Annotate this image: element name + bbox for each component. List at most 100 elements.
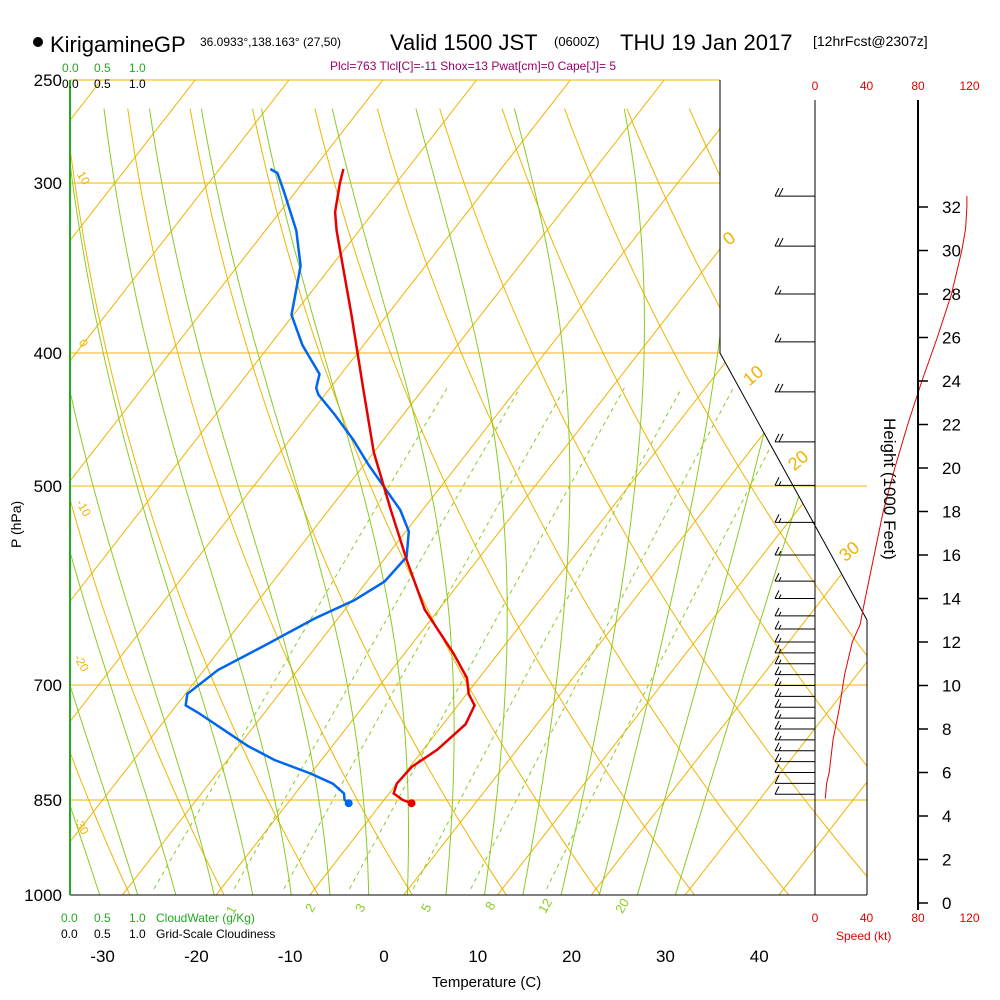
wind-barb [774, 572, 815, 582]
wind-barb [774, 633, 815, 643]
pressure-tick-400: 400 [34, 344, 62, 363]
height-tick-24: 24 [942, 372, 961, 391]
header: KirigamineGP 36.0933°,138.163° (27,50) V… [33, 30, 928, 73]
speed-tick-top-0: 0 [812, 79, 819, 93]
site-marker-icon [33, 37, 43, 47]
wind-barb [774, 666, 815, 676]
height-tick-8: 8 [942, 720, 951, 739]
isotherm-line [70, 80, 384, 895]
wind-barb [774, 764, 815, 773]
dry-adiabat-line [70, 108, 141, 895]
height-tick-32: 32 [942, 198, 961, 217]
valid-time: Valid 1500 JST [390, 30, 538, 55]
isotherm-line [0, 80, 8, 895]
isotherm-line [590, 80, 867, 895]
speed-tick-top-40: 40 [860, 79, 874, 93]
isotherm-line [70, 80, 196, 895]
isotherm-line [70, 80, 290, 895]
speed-tick-bottom-0: 0 [812, 911, 819, 925]
dry-adiabat-line [314, 108, 711, 895]
indices-line: Plcl=763 Tlcl[C]=-11 Shox=13 Pwat[cm]=0 … [330, 59, 616, 73]
cloudiness-bottom-1: 0.5 [94, 927, 111, 941]
pressure-tick-1000: 1000 [24, 886, 62, 905]
dewpoint-line [184, 167, 411, 805]
height-tick-28: 28 [942, 285, 961, 304]
pressure-tick-300: 300 [34, 174, 62, 193]
wind-speed-line [824, 196, 968, 799]
cloudwater-bottom-0: 0.0 [61, 911, 78, 925]
site-name: KirigamineGP [50, 32, 186, 57]
isotherm-line [70, 80, 477, 895]
speed-tick-bottom-80: 80 [911, 911, 925, 925]
speed-axis-label: Speed (kt) [836, 929, 891, 943]
adiabat-grid [0, 80, 867, 895]
wind-barb [774, 477, 815, 486]
dry-adiabat-line [813, 108, 867, 895]
height-axis-label: Height (1000 Feet) [880, 418, 899, 560]
wind-barb [774, 699, 815, 708]
cloudiness-label: Grid-Scale Cloudiness [156, 927, 275, 941]
wind-barb [774, 742, 815, 752]
cloudiness-top-1: 0.5 [94, 77, 111, 91]
wind-barbs [774, 187, 815, 795]
wind-barb [774, 677, 815, 686]
wind-barb [774, 187, 815, 197]
wind-barb [774, 720, 815, 730]
height-tick-12: 12 [942, 633, 961, 652]
temperature-ticks: -30 -20 -10 0 10 20 30 40 [90, 947, 768, 966]
wind-barb [774, 644, 815, 654]
zulu-time: (0600Z) [554, 34, 600, 49]
mixing-ratio-line [233, 387, 521, 890]
moist-adiabat-label: 2 [302, 901, 319, 915]
speed-tick-bottom-40: 40 [860, 911, 874, 925]
dry-adiabat-line [189, 108, 521, 895]
height-tick-2: 2 [942, 851, 951, 870]
temp-tick--20: -20 [184, 947, 209, 966]
isotherm-line [684, 80, 867, 895]
forecast-info: [12hrFcst@2307z] [813, 33, 928, 49]
moist-adiabat-line [70, 248, 145, 895]
wind-barb [774, 655, 815, 665]
plot-frame [69, 80, 868, 896]
dry-adiabat-label: 0 [719, 228, 740, 250]
moist-adiabat-line [70, 212, 182, 895]
wind-barb [774, 333, 815, 343]
temp-tick-20: 20 [562, 947, 581, 966]
wind-barb [774, 237, 815, 247]
temperature-axis-label: Temperature (C) [432, 974, 541, 991]
speed-tick-bottom-120: 120 [959, 911, 979, 925]
temp-tick-30: 30 [656, 947, 675, 966]
cloudiness-top-0: 0.0 [62, 77, 79, 91]
dry-adiabat-label: 0 [76, 337, 92, 350]
pressure-ticks: 250 300 400 500 700 850 1000 [24, 71, 62, 905]
pressure-axis-label: P (hPa) [8, 501, 24, 548]
cloudiness-bottom-0: 0.0 [61, 927, 78, 941]
mixing-ratio-line [412, 387, 683, 890]
moist-adiabat-line [593, 108, 735, 895]
wind-barb [774, 786, 815, 795]
cloudwater-bottom-1: 0.5 [94, 911, 111, 925]
cloud-scale-top: 0.0 0.5 1.0 0.0 0.5 1.0 [62, 61, 146, 91]
mixing-ratio-line [349, 387, 625, 890]
cloudwater-top-1: 0.5 [94, 61, 111, 75]
dry-adiabat-line [70, 108, 331, 895]
speed-tick-top-80: 80 [911, 79, 925, 93]
moist-adiabat-line [261, 108, 409, 895]
moist-adiabat-label: 20 [612, 896, 632, 916]
dry-adiabat-label: 10 [74, 169, 93, 188]
cloudiness-top-2: 1.0 [129, 77, 146, 91]
dry-adiabat-label: 10 [739, 361, 767, 389]
mixing-ratio-line [546, 387, 802, 890]
temperature-line [333, 168, 476, 805]
dry-adiabat-label: -10 [73, 497, 94, 519]
speed-ticks-top: 0 40 80 120 [812, 79, 980, 93]
moist-adiabat-label: 12 [535, 896, 555, 916]
surface-dewpoint-marker [344, 799, 353, 808]
site-coords: 36.0933°,138.163° (27,50) [200, 35, 341, 49]
isobar-grid [70, 79, 867, 896]
cloudwater-label: CloudWater (g/Kg) [156, 911, 255, 925]
speed-ticks-bottom: 0 40 80 120 [812, 911, 980, 925]
